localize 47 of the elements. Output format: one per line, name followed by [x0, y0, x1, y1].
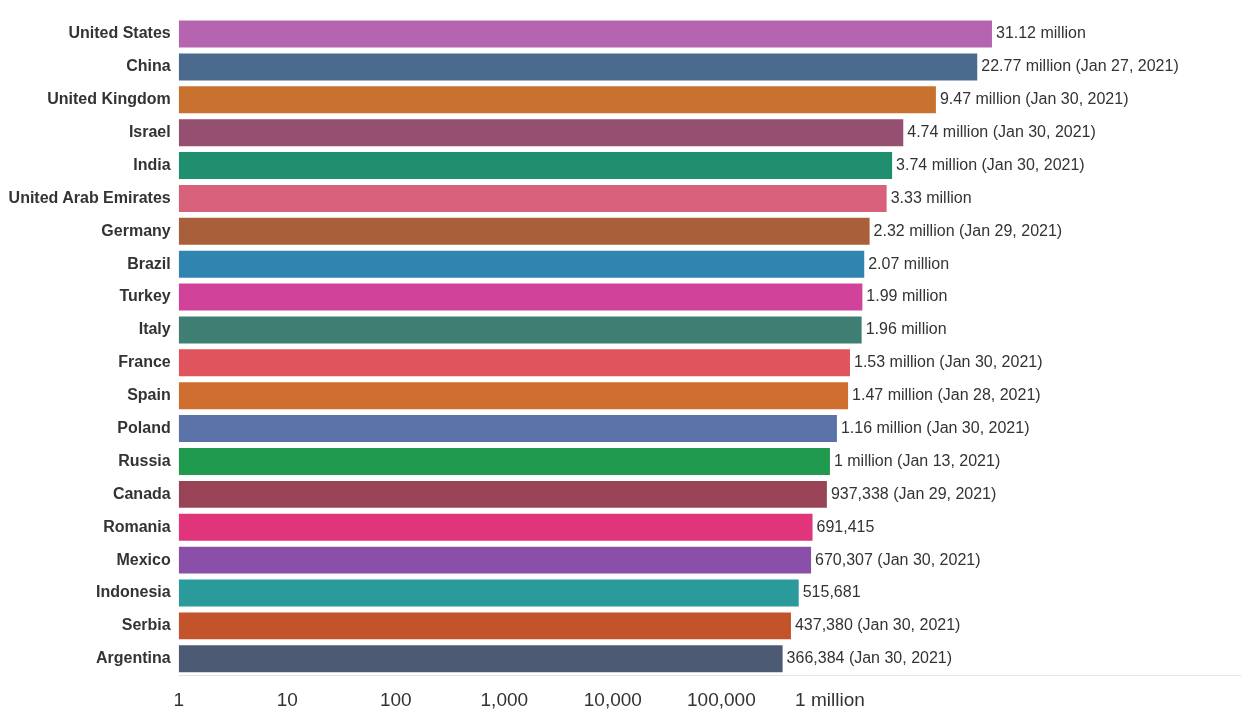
data-label: 1.53 million (Jan 30, 2021)	[853, 353, 1043, 371]
x-tick-label: 10	[276, 688, 298, 710]
data-label: 2.32 million (Jan 29, 2021)	[873, 221, 1063, 239]
data-label: 1 million (Jan 13, 2021)	[833, 451, 1001, 469]
y-tick-label: Germany	[101, 221, 171, 239]
y-tick-label: Serbia	[121, 616, 171, 634]
y-tick-label: Canada	[112, 484, 171, 502]
y-tick-label: United Arab Emirates	[8, 188, 171, 206]
y-tick-label: Russia	[118, 451, 171, 469]
data-label: 366,384 (Jan 30, 2021)	[786, 649, 953, 667]
y-tick-label: Brazil	[127, 254, 171, 272]
y-tick-label: Indonesia	[96, 583, 171, 601]
x-tick-label: 10,000	[583, 688, 642, 710]
y-tick-label: Poland	[117, 419, 171, 437]
data-label: 670,307 (Jan 30, 2021)	[815, 550, 981, 568]
data-label: 437,380 (Jan 30, 2021)	[794, 616, 961, 634]
y-tick-label: India	[133, 155, 171, 173]
y-tick-label: Mexico	[116, 550, 171, 568]
y-tick-label: China	[126, 57, 171, 75]
x-tick-label: 100,000	[687, 688, 756, 710]
y-tick-label: Israel	[128, 123, 171, 141]
data-label: 691,415	[816, 517, 875, 535]
y-tick-label: Italy	[138, 320, 171, 338]
data-label: 937,338 (Jan 29, 2021)	[830, 484, 997, 502]
x-tick-label: 1	[173, 688, 184, 710]
y-tick-label: Spain	[127, 386, 171, 404]
data-label: 4.74 million (Jan 30, 2021)	[907, 123, 1096, 141]
data-label: 1.16 million (Jan 30, 2021)	[840, 419, 1030, 437]
data-label: 9.47 million (Jan 30, 2021)	[939, 90, 1129, 108]
x-tick-label: 1 million	[795, 688, 865, 710]
y-tick-label: France	[118, 353, 171, 371]
y-tick-label: Turkey	[119, 287, 171, 305]
data-label: 3.33 million	[890, 188, 972, 206]
data-label: 1.47 million (Jan 28, 2021)	[852, 386, 1041, 404]
y-tick-label: United Kingdom	[47, 90, 171, 108]
y-tick-label: United States	[68, 24, 171, 42]
data-label: 2.07 million	[868, 254, 950, 272]
data-label: 515,681	[802, 583, 861, 601]
y-tick-label: Romania	[103, 517, 171, 535]
y-tick-label: Argentina	[96, 649, 171, 667]
data-label: 3.74 million (Jan 30, 2021)	[896, 155, 1085, 173]
data-label: 1.96 million	[865, 320, 947, 338]
x-tick-label: 1,000	[480, 688, 529, 710]
data-label: 22.77 million (Jan 27, 2021)	[981, 57, 1179, 75]
x-tick-label: 100	[379, 688, 412, 710]
data-label: 31.12 million	[995, 24, 1086, 42]
data-label: 1.99 million	[866, 287, 948, 305]
